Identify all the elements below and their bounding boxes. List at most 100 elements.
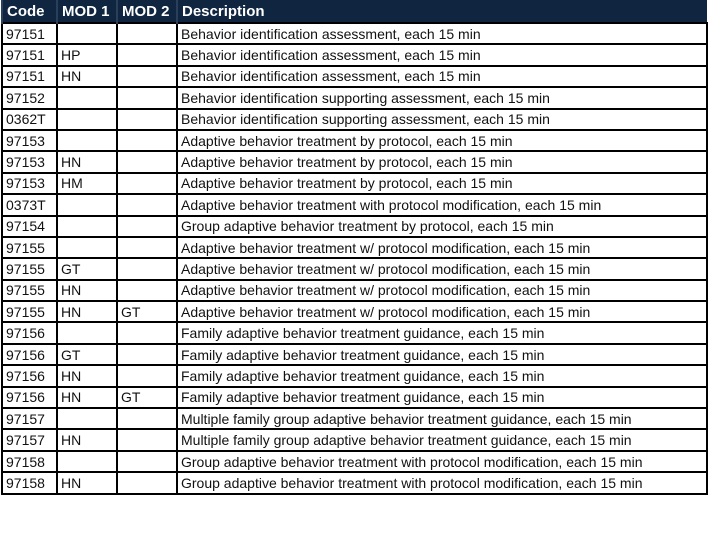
mod2-cell <box>116 86 178 110</box>
code-cell: 97156 <box>1 364 58 388</box>
description-cell: Multiple family group adaptive behavior … <box>176 407 708 431</box>
code-cell: 97156 <box>1 321 58 345</box>
mod1-cell <box>56 21 118 46</box>
table-row: 0373T Adaptive behavior treatment with pr… <box>1 193 708 217</box>
table-row: 97156 GT Family adaptive behavior treatmen… <box>1 342 708 367</box>
mod2-cell <box>116 193 178 217</box>
code-cell: 97151 <box>1 43 58 67</box>
description-cell: Family adaptive behavior treatment guida… <box>176 342 708 367</box>
header-description: Description <box>176 0 707 23</box>
code-cell: 97151 <box>1 64 58 89</box>
description-cell: Family adaptive behavior treatment guida… <box>176 321 708 345</box>
mod2-cell <box>116 214 178 238</box>
mod1-cell <box>56 107 118 131</box>
mod2-cell <box>116 43 178 67</box>
code-cell: 0362T <box>1 107 58 131</box>
code-cell: 97153 <box>1 128 58 153</box>
description-cell: Multiple family group adaptive behavior … <box>176 428 708 452</box>
mod2-cell: GT <box>116 385 178 410</box>
mod1-cell <box>56 86 118 110</box>
code-cell: 97156 <box>1 342 58 367</box>
mod2-cell <box>116 128 178 153</box>
table-row: 97151 HP Behavior identification assessmen… <box>1 43 708 67</box>
mod1-cell <box>56 235 118 260</box>
table-row: 97155 HN Adaptive behavior treatment w/ pr… <box>1 278 708 303</box>
table-row: 97151 Behavior identification assessment,… <box>1 21 708 46</box>
mod1-cell: HN <box>56 300 118 324</box>
mod2-cell <box>116 278 178 303</box>
mod1-cell: HP <box>56 43 118 67</box>
code-cell: 97157 <box>1 407 58 431</box>
code-cell: 97151 <box>1 21 58 46</box>
mod2-cell <box>116 107 178 131</box>
description-cell: Adaptive behavior treatment w/ protocol … <box>176 257 708 281</box>
table-row: 97154 Group adaptive behavior treatment b… <box>1 214 708 238</box>
table-row: 97153 Adaptive behavior treatment by prot… <box>1 128 708 153</box>
description-cell: Behavior identification assessment, each… <box>176 43 708 67</box>
description-cell: Behavior identification supporting asses… <box>176 107 708 131</box>
code-cell: 97153 <box>1 171 58 196</box>
mod1-cell: HN <box>56 278 118 303</box>
mod1-cell: HN <box>56 428 118 452</box>
mod1-cell: HN <box>56 385 118 410</box>
description-cell: Behavior identification assessment, each… <box>176 64 708 89</box>
code-cell: 97152 <box>1 86 58 110</box>
description-cell: Group adaptive behavior treatment by pro… <box>176 214 708 238</box>
header-code: Code <box>1 0 57 23</box>
table-row: 97153 HN Adaptive behavior treatment by pr… <box>1 150 708 174</box>
mod1-cell: HN <box>56 64 118 89</box>
description-cell: Adaptive behavior treatment by protocol,… <box>176 150 708 174</box>
table-row: 97152 Behavior identification supporting … <box>1 86 708 110</box>
description-cell: Family adaptive behavior treatment guida… <box>176 364 708 388</box>
code-cell: 97158 <box>1 471 58 495</box>
table-row: 97158 Group adaptive behavior treatment w… <box>1 449 708 474</box>
table-row: 97156 Family adaptive behavior treatment … <box>1 321 708 345</box>
mod1-cell <box>56 321 118 345</box>
mod1-cell <box>56 214 118 238</box>
code-cell: 97155 <box>1 300 58 324</box>
table-row: 97155 Adaptive behavior treatment w/ prot… <box>1 235 708 260</box>
mod1-cell <box>56 449 118 474</box>
mod2-cell <box>116 150 178 174</box>
mod2-cell <box>116 471 178 495</box>
description-cell: Adaptive behavior treatment with protoco… <box>176 193 708 217</box>
mod1-cell: GT <box>56 342 118 367</box>
mod1-cell: HM <box>56 171 118 196</box>
mod2-cell <box>116 428 178 452</box>
code-cell: 97155 <box>1 235 58 260</box>
mod2-cell <box>116 257 178 281</box>
mod1-cell: HN <box>56 150 118 174</box>
table-row: 97157 Multiple family group adaptive beha… <box>1 407 708 431</box>
table-row: 0362T Behavior identification supporting … <box>1 107 708 131</box>
mod2-cell <box>116 21 178 46</box>
mod2-cell <box>116 235 178 260</box>
description-cell: Behavior identification supporting asses… <box>176 86 708 110</box>
description-cell: Group adaptive behavior treatment with p… <box>176 449 708 474</box>
mod1-cell <box>56 128 118 153</box>
header-mod2: MOD 2 <box>116 0 177 23</box>
table-row: 97153 HM Adaptive behavior treatment by pr… <box>1 171 708 196</box>
mod2-cell <box>116 364 178 388</box>
description-cell: Adaptive behavior treatment w/ protocol … <box>176 278 708 303</box>
code-cell: 0373T <box>1 193 58 217</box>
description-cell: Adaptive behavior treatment w/ protocol … <box>176 300 708 324</box>
code-cell: 97158 <box>1 449 58 474</box>
description-cell: Group adaptive behavior treatment with p… <box>176 471 708 495</box>
header-row: Code MOD 1 MOD 2 Description <box>1 0 707 23</box>
cpt-code-table: Code MOD 1 MOD 2 Description 97151 Behavi… <box>1 0 708 495</box>
mod2-cell <box>116 449 178 474</box>
table-row: 97155 GT Adaptive behavior treatment w/ pr… <box>1 257 708 281</box>
mod1-cell: HN <box>56 471 118 495</box>
mod2-cell: GT <box>116 300 178 324</box>
code-cell: 97156 <box>1 385 58 410</box>
mod1-cell <box>56 193 118 217</box>
mod1-cell: GT <box>56 257 118 281</box>
table-row: 97155 HN GT Adaptive behavior treatment w/ … <box>1 300 708 324</box>
mod2-cell <box>116 171 178 196</box>
description-cell: Behavior identification assessment, each… <box>176 21 708 46</box>
description-cell: Adaptive behavior treatment w/ protocol … <box>176 235 708 260</box>
table-row: 97156 HN Family adaptive behavior treatmen… <box>1 364 708 388</box>
code-cell: 97153 <box>1 150 58 174</box>
table-row: 97157 HN Multiple family group adaptive be… <box>1 428 708 452</box>
mod1-cell: HN <box>56 364 118 388</box>
